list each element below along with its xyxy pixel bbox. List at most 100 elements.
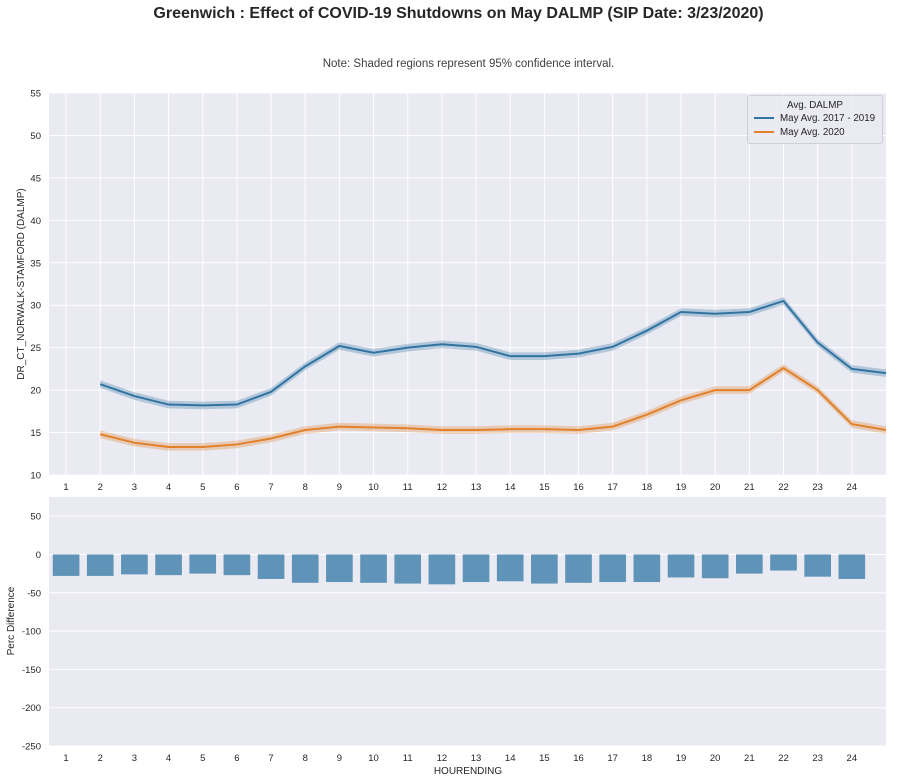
bottom-x-tick: 18	[642, 753, 653, 764]
bar-hour-20	[701, 554, 729, 579]
top-x-tick: 8	[303, 482, 308, 493]
top-x-tick: 3	[132, 482, 137, 493]
bottom-x-tick-labels: 1 2 3 4 5 6 7 8 9 10 11 12 13 14 15 16 17 18 19 20 21 22 23 24	[63, 753, 857, 764]
bottom-x-tick: 2	[98, 753, 103, 764]
bottom-y-tick: -250	[22, 742, 41, 753]
top-y-tick: 20	[30, 386, 41, 397]
top-y-tick: 10	[30, 471, 41, 482]
top-y-tick-labels: 10 15 20 25 30 35 40 45 50 55	[30, 89, 41, 482]
top-x-tick: 13	[471, 482, 482, 493]
top-y-tick: 30	[30, 301, 41, 312]
bottom-y-tick: -200	[22, 703, 41, 714]
bar-hour-24	[838, 554, 866, 579]
top-x-tick: 20	[710, 482, 721, 493]
top-y-tick: 40	[30, 216, 41, 227]
bar-hour-23	[804, 554, 831, 577]
bar-hour-10	[360, 554, 387, 583]
bottom-y-tick: 0	[36, 550, 41, 561]
top-x-tick: 21	[744, 482, 755, 493]
top-x-tick-labels: 1 2 3 4 5 6 7 8 9 10 11 12 13 14 15 16 17 18 19 20 21 22 23 24	[63, 482, 857, 493]
top-x-tick: 12	[437, 482, 448, 493]
top-y-tick: 50	[30, 131, 41, 142]
top-y-tick: 15	[30, 428, 41, 439]
top-y-tick: 25	[30, 343, 41, 354]
legend-label-2020: May Avg. 2020	[780, 126, 845, 138]
bar-hour-11	[394, 554, 422, 584]
line-series-0	[99, 299, 887, 407]
line-series-1	[100, 366, 887, 448]
bar-hour-5	[189, 554, 217, 574]
bottom-x-tick: 17	[607, 753, 618, 764]
bar-hour-15	[531, 554, 558, 584]
top-x-tick: 1	[63, 482, 68, 493]
bottom-x-tick: 15	[539, 753, 550, 764]
bottom-x-tick: 13	[471, 753, 482, 764]
chart-note: Note: Shaded regions represent 95% confi…	[322, 58, 615, 70]
top-x-tick: 7	[268, 482, 273, 493]
top-y-tick: 45	[30, 173, 41, 184]
bottom-x-tick: 11	[403, 753, 413, 764]
top-x-tick: 23	[812, 482, 823, 493]
bar-hour-8	[291, 554, 319, 583]
bar-hour-2	[86, 554, 114, 576]
top-confidence-bands	[100, 297, 887, 451]
top-x-tick: 16	[573, 482, 584, 493]
bottom-x-tick: 19	[676, 753, 687, 764]
bar-hour-1	[52, 554, 80, 576]
top-x-tick: 4	[166, 482, 171, 493]
legend: Avg. DALMP May Avg. 2017 - 2019 May Avg.…	[747, 95, 883, 144]
bottom-x-tick: 5	[200, 753, 205, 764]
bottom-y-tick-labels: 50 0 -50 -100 -150 -200 -250	[22, 512, 41, 753]
bar-hour-21	[736, 554, 763, 574]
legend-swatch-historical	[754, 117, 774, 119]
bottom-x-tick: 24	[847, 753, 858, 764]
bar-hour-3	[121, 554, 148, 575]
bottom-x-tick: 1	[63, 753, 68, 764]
top-y-tick: 35	[30, 258, 41, 269]
top-x-tick: 15	[539, 482, 550, 493]
bottom-x-tick: 10	[368, 753, 379, 764]
bottom-x-tick: 23	[812, 753, 823, 764]
legend-item-2020: May Avg. 2020	[754, 125, 882, 139]
top-x-tick: 24	[847, 482, 858, 493]
bar-hour-9	[326, 554, 353, 583]
top-x-tick: 10	[368, 482, 379, 493]
top-x-tick: 22	[778, 482, 789, 493]
bar-hour-13	[462, 554, 490, 583]
bar-hour-7	[257, 554, 285, 579]
legend-swatch-2020	[754, 131, 774, 133]
top-x-tick: 2	[98, 482, 103, 493]
bottom-x-tick: 4	[166, 753, 171, 764]
bottom-y-axis-label: Perc Difference	[6, 586, 17, 655]
bottom-bars	[52, 554, 866, 585]
top-gridlines	[49, 92, 886, 476]
top-series-lines	[99, 299, 887, 448]
bar-hour-18	[633, 554, 661, 583]
bottom-x-tick: 6	[234, 753, 239, 764]
ci-band-series-1	[100, 364, 887, 451]
bar-hour-16	[565, 554, 592, 583]
bottom-x-tick: 20	[710, 753, 721, 764]
bottom-x-tick: 21	[744, 753, 755, 764]
bottom-x-tick: 14	[505, 753, 516, 764]
ci-band-series-0	[100, 297, 887, 410]
bar-hour-19	[667, 554, 695, 578]
top-y-axis-label: DR_CT_NORWALK-STAMFORD (DALMP)	[16, 188, 27, 380]
bottom-x-tick: 3	[132, 753, 137, 764]
bar-hour-22	[770, 554, 797, 571]
bottom-x-tick: 9	[337, 753, 342, 764]
top-x-tick: 5	[200, 482, 205, 493]
bottom-y-tick: -150	[22, 665, 41, 676]
top-plot-background	[49, 93, 886, 475]
bottom-x-tick: 12	[437, 753, 448, 764]
top-y-tick: 55	[30, 89, 41, 100]
bar-hour-12	[428, 554, 456, 585]
bottom-plot-background	[49, 497, 886, 746]
top-x-tick: 17	[607, 482, 618, 493]
top-x-tick: 18	[642, 482, 653, 493]
legend-label-historical: May Avg. 2017 - 2019	[780, 112, 876, 124]
bottom-x-tick: 7	[268, 753, 273, 764]
bar-hour-4	[155, 554, 182, 576]
